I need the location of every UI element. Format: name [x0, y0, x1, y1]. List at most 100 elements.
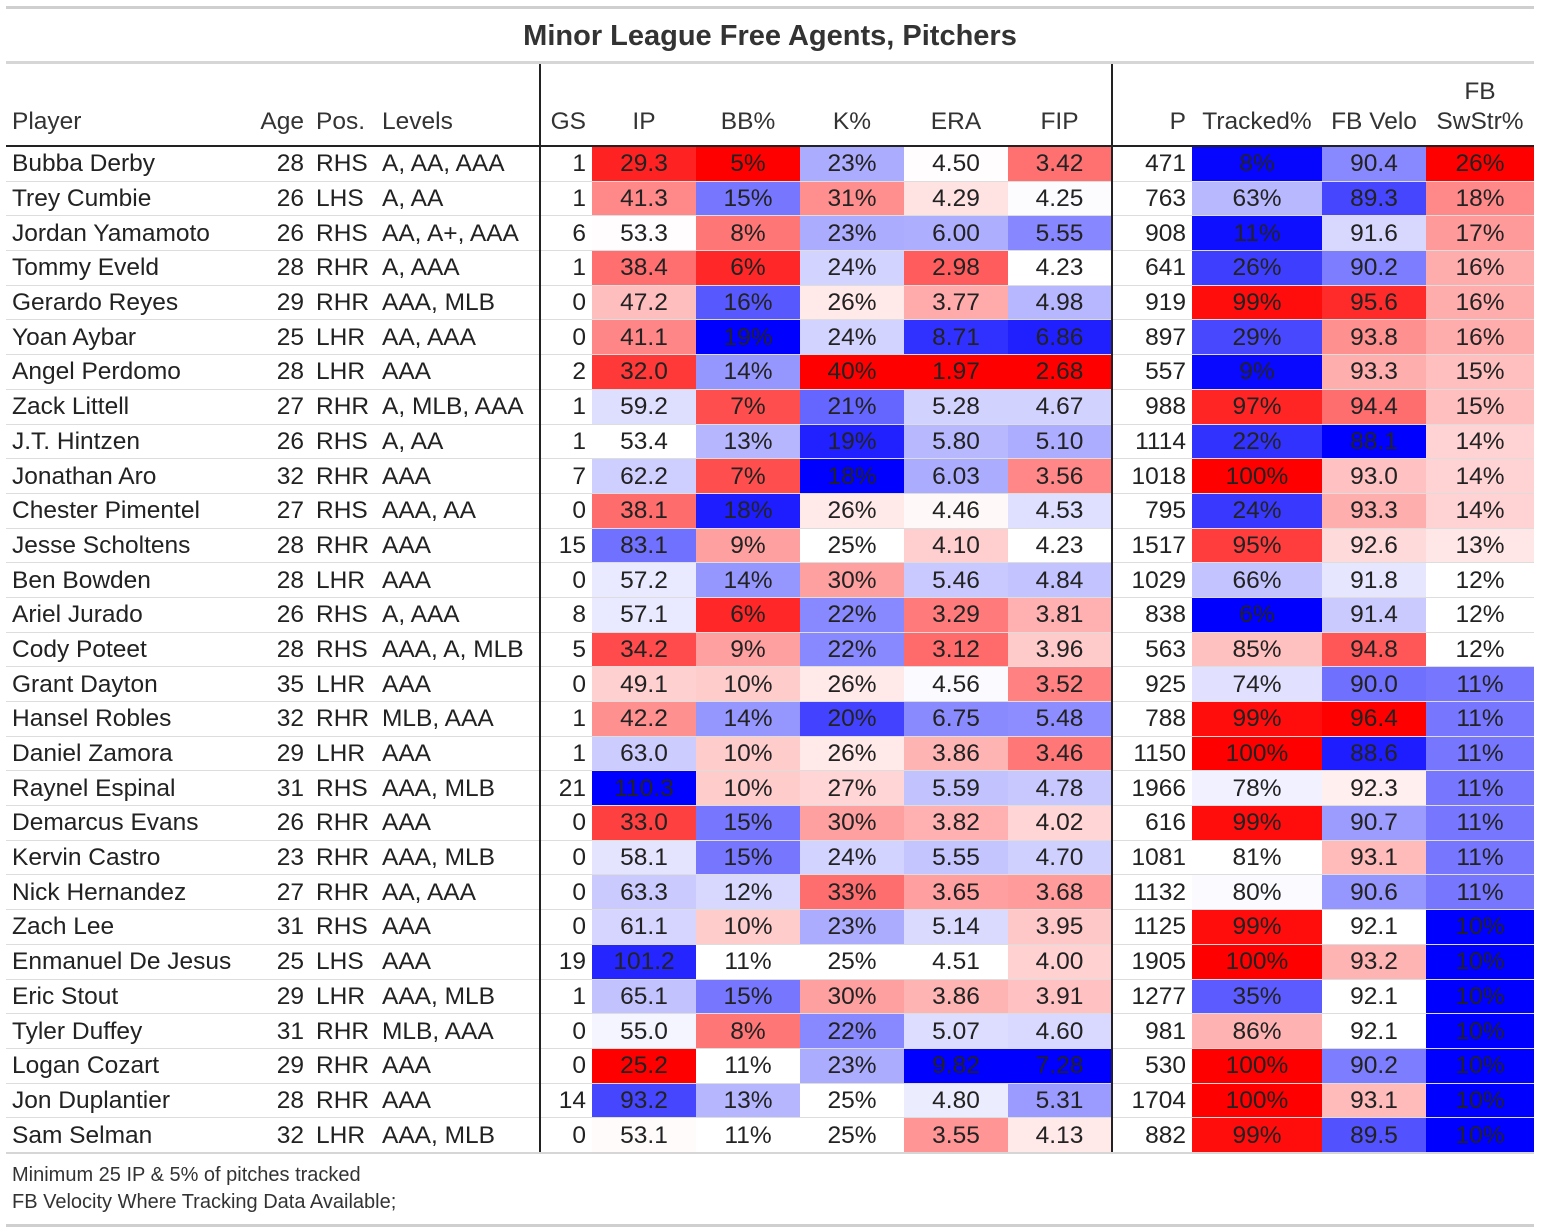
cell-fip: 4.78	[1008, 770, 1113, 806]
cell-k: 25%	[800, 1082, 904, 1118]
cell-age: 32	[248, 1117, 310, 1152]
cell-fbvelo: 89.3	[1322, 180, 1426, 216]
cell-tracked: 100%	[1192, 735, 1322, 771]
cell-fbvelo: 92.3	[1322, 770, 1426, 806]
cell-gs: 0	[540, 1013, 592, 1049]
cell-k: 40%	[800, 354, 904, 390]
cell-fip: 5.10	[1008, 423, 1113, 459]
cell-bb: 8%	[696, 1013, 800, 1049]
cell-p: 788	[1112, 701, 1192, 737]
title-rule	[6, 61, 1534, 64]
cell-p: 563	[1112, 631, 1192, 667]
cell-fbswstr: 11%	[1426, 839, 1534, 875]
cell-tracked: 97%	[1192, 388, 1322, 424]
cell-bb: 18%	[696, 492, 800, 529]
cell-fip: 7.28	[1008, 1047, 1113, 1084]
cell-levels: AAA, MLB	[376, 978, 541, 1014]
table-row: Zack Littell 27 RHR A, MLB, AAA 1 59.2 7% 21% 5.…	[6, 388, 1534, 424]
cell-fbvelo: 90.2	[1322, 250, 1426, 286]
cell-levels: AAA	[376, 909, 541, 945]
table-row: Jordan Yamamoto 26 RHS AA, A+, AAA 6 53.3 8% 23…	[6, 215, 1534, 251]
cell-k: 23%	[800, 909, 904, 945]
cell-levels: AAA	[376, 458, 541, 494]
cell-p: 1132	[1112, 874, 1192, 910]
cell-bb: 11%	[696, 1117, 800, 1152]
cell-bb: 10%	[696, 666, 800, 702]
cell-pos: RHS	[310, 423, 376, 459]
cell-gs: 14	[540, 1082, 592, 1118]
cell-gs: 0	[540, 284, 592, 320]
cell-pos: LHS	[310, 943, 376, 979]
cell-age: 23	[248, 839, 310, 875]
cell-pos: RHS	[310, 596, 376, 633]
cell-player: Cody Poteet	[6, 631, 248, 667]
cell-gs: 19	[540, 943, 592, 979]
cell-k: 22%	[800, 631, 904, 667]
cell-fbswstr: 18%	[1426, 180, 1534, 216]
cell-k: 20%	[800, 701, 904, 737]
cell-gs: 0	[540, 805, 592, 841]
cell-pos: RHR	[310, 1047, 376, 1084]
cell-fbvelo: 93.1	[1322, 839, 1426, 875]
cell-era: 5.07	[904, 1013, 1008, 1049]
cell-gs: 1	[540, 180, 592, 216]
cell-pos: RHR	[310, 1082, 376, 1118]
cell-p: 1150	[1112, 735, 1192, 771]
cell-ip: 62.2	[592, 458, 696, 494]
cell-levels: AAA	[376, 354, 541, 390]
cell-tracked: 100%	[1192, 458, 1322, 494]
cell-gs: 8	[540, 596, 592, 633]
cell-levels: AA, AAA	[376, 319, 541, 355]
cell-k: 30%	[800, 562, 904, 598]
cell-era: 4.80	[904, 1082, 1008, 1118]
cell-pos: RHR	[310, 701, 376, 737]
table-row: Tommy Eveld 28 RHR A, AAA 1 38.4 6% 24% 2.98 4.23…	[6, 250, 1534, 286]
cell-tracked: 100%	[1192, 1047, 1322, 1084]
cell-bb: 9%	[696, 527, 800, 563]
table-row: Yoan Aybar 25 LHR AA, AAA 0 41.1 19% 24% 8.71 6.8…	[6, 319, 1534, 355]
cell-ip: 29.3	[592, 146, 696, 182]
cell-bb: 11%	[696, 1047, 800, 1084]
cell-fbswstr: 11%	[1426, 735, 1534, 771]
cell-p: 919	[1112, 284, 1192, 320]
col-header-pos: Pos.	[310, 64, 376, 147]
cell-gs: 1	[540, 978, 592, 1014]
table-row: Nick Hernandez 27 RHR AA, AAA 0 63.3 12% 33% 3.6…	[6, 874, 1534, 910]
cell-player: Raynel Espinal	[6, 770, 248, 806]
cell-bb: 10%	[696, 909, 800, 945]
cell-ip: 59.2	[592, 388, 696, 424]
cell-ip: 93.2	[592, 1082, 696, 1118]
cell-bb: 12%	[696, 874, 800, 910]
cell-gs: 1	[540, 423, 592, 459]
cell-fbvelo: 90.4	[1322, 146, 1426, 182]
cell-bb: 7%	[696, 458, 800, 494]
cell-levels: AA, A+, AAA	[376, 215, 541, 251]
cell-fbswstr: 15%	[1426, 354, 1534, 390]
cell-age: 28	[248, 631, 310, 667]
cell-fip: 3.52	[1008, 666, 1113, 702]
cell-player: Tommy Eveld	[6, 250, 248, 286]
cell-era: 4.46	[904, 492, 1008, 529]
cell-bb: 15%	[696, 839, 800, 875]
cell-fbswstr: 15%	[1426, 388, 1534, 424]
col-header-fbswstr: FB SwStr%	[1426, 64, 1534, 147]
table-row: Cody Poteet 28 RHS AAA, A, MLB 5 34.2 9% 22% 3.1…	[6, 631, 1534, 667]
cell-player: Eric Stout	[6, 978, 248, 1014]
cell-tracked: 6%	[1192, 596, 1322, 633]
cell-era: 3.86	[904, 978, 1008, 1014]
cell-era: 9.82	[904, 1047, 1008, 1084]
cell-era: 4.29	[904, 180, 1008, 216]
cell-age: 28	[248, 250, 310, 286]
cell-fip: 4.13	[1008, 1117, 1113, 1152]
cell-p: 1081	[1112, 839, 1192, 875]
col-header-levels: Levels	[376, 64, 541, 147]
cell-tracked: 95%	[1192, 527, 1322, 563]
cell-ip: 57.2	[592, 562, 696, 598]
cell-k: 19%	[800, 423, 904, 459]
cell-fip: 3.81	[1008, 596, 1113, 633]
cell-era: 5.59	[904, 770, 1008, 806]
cell-bb: 13%	[696, 423, 800, 459]
cell-fbvelo: 92.1	[1322, 1013, 1426, 1049]
table-row: Jesse Scholtens 28 RHR AAA 15 83.1 9% 25% 4.10 4.…	[6, 527, 1534, 563]
cell-gs: 0	[540, 1047, 592, 1084]
